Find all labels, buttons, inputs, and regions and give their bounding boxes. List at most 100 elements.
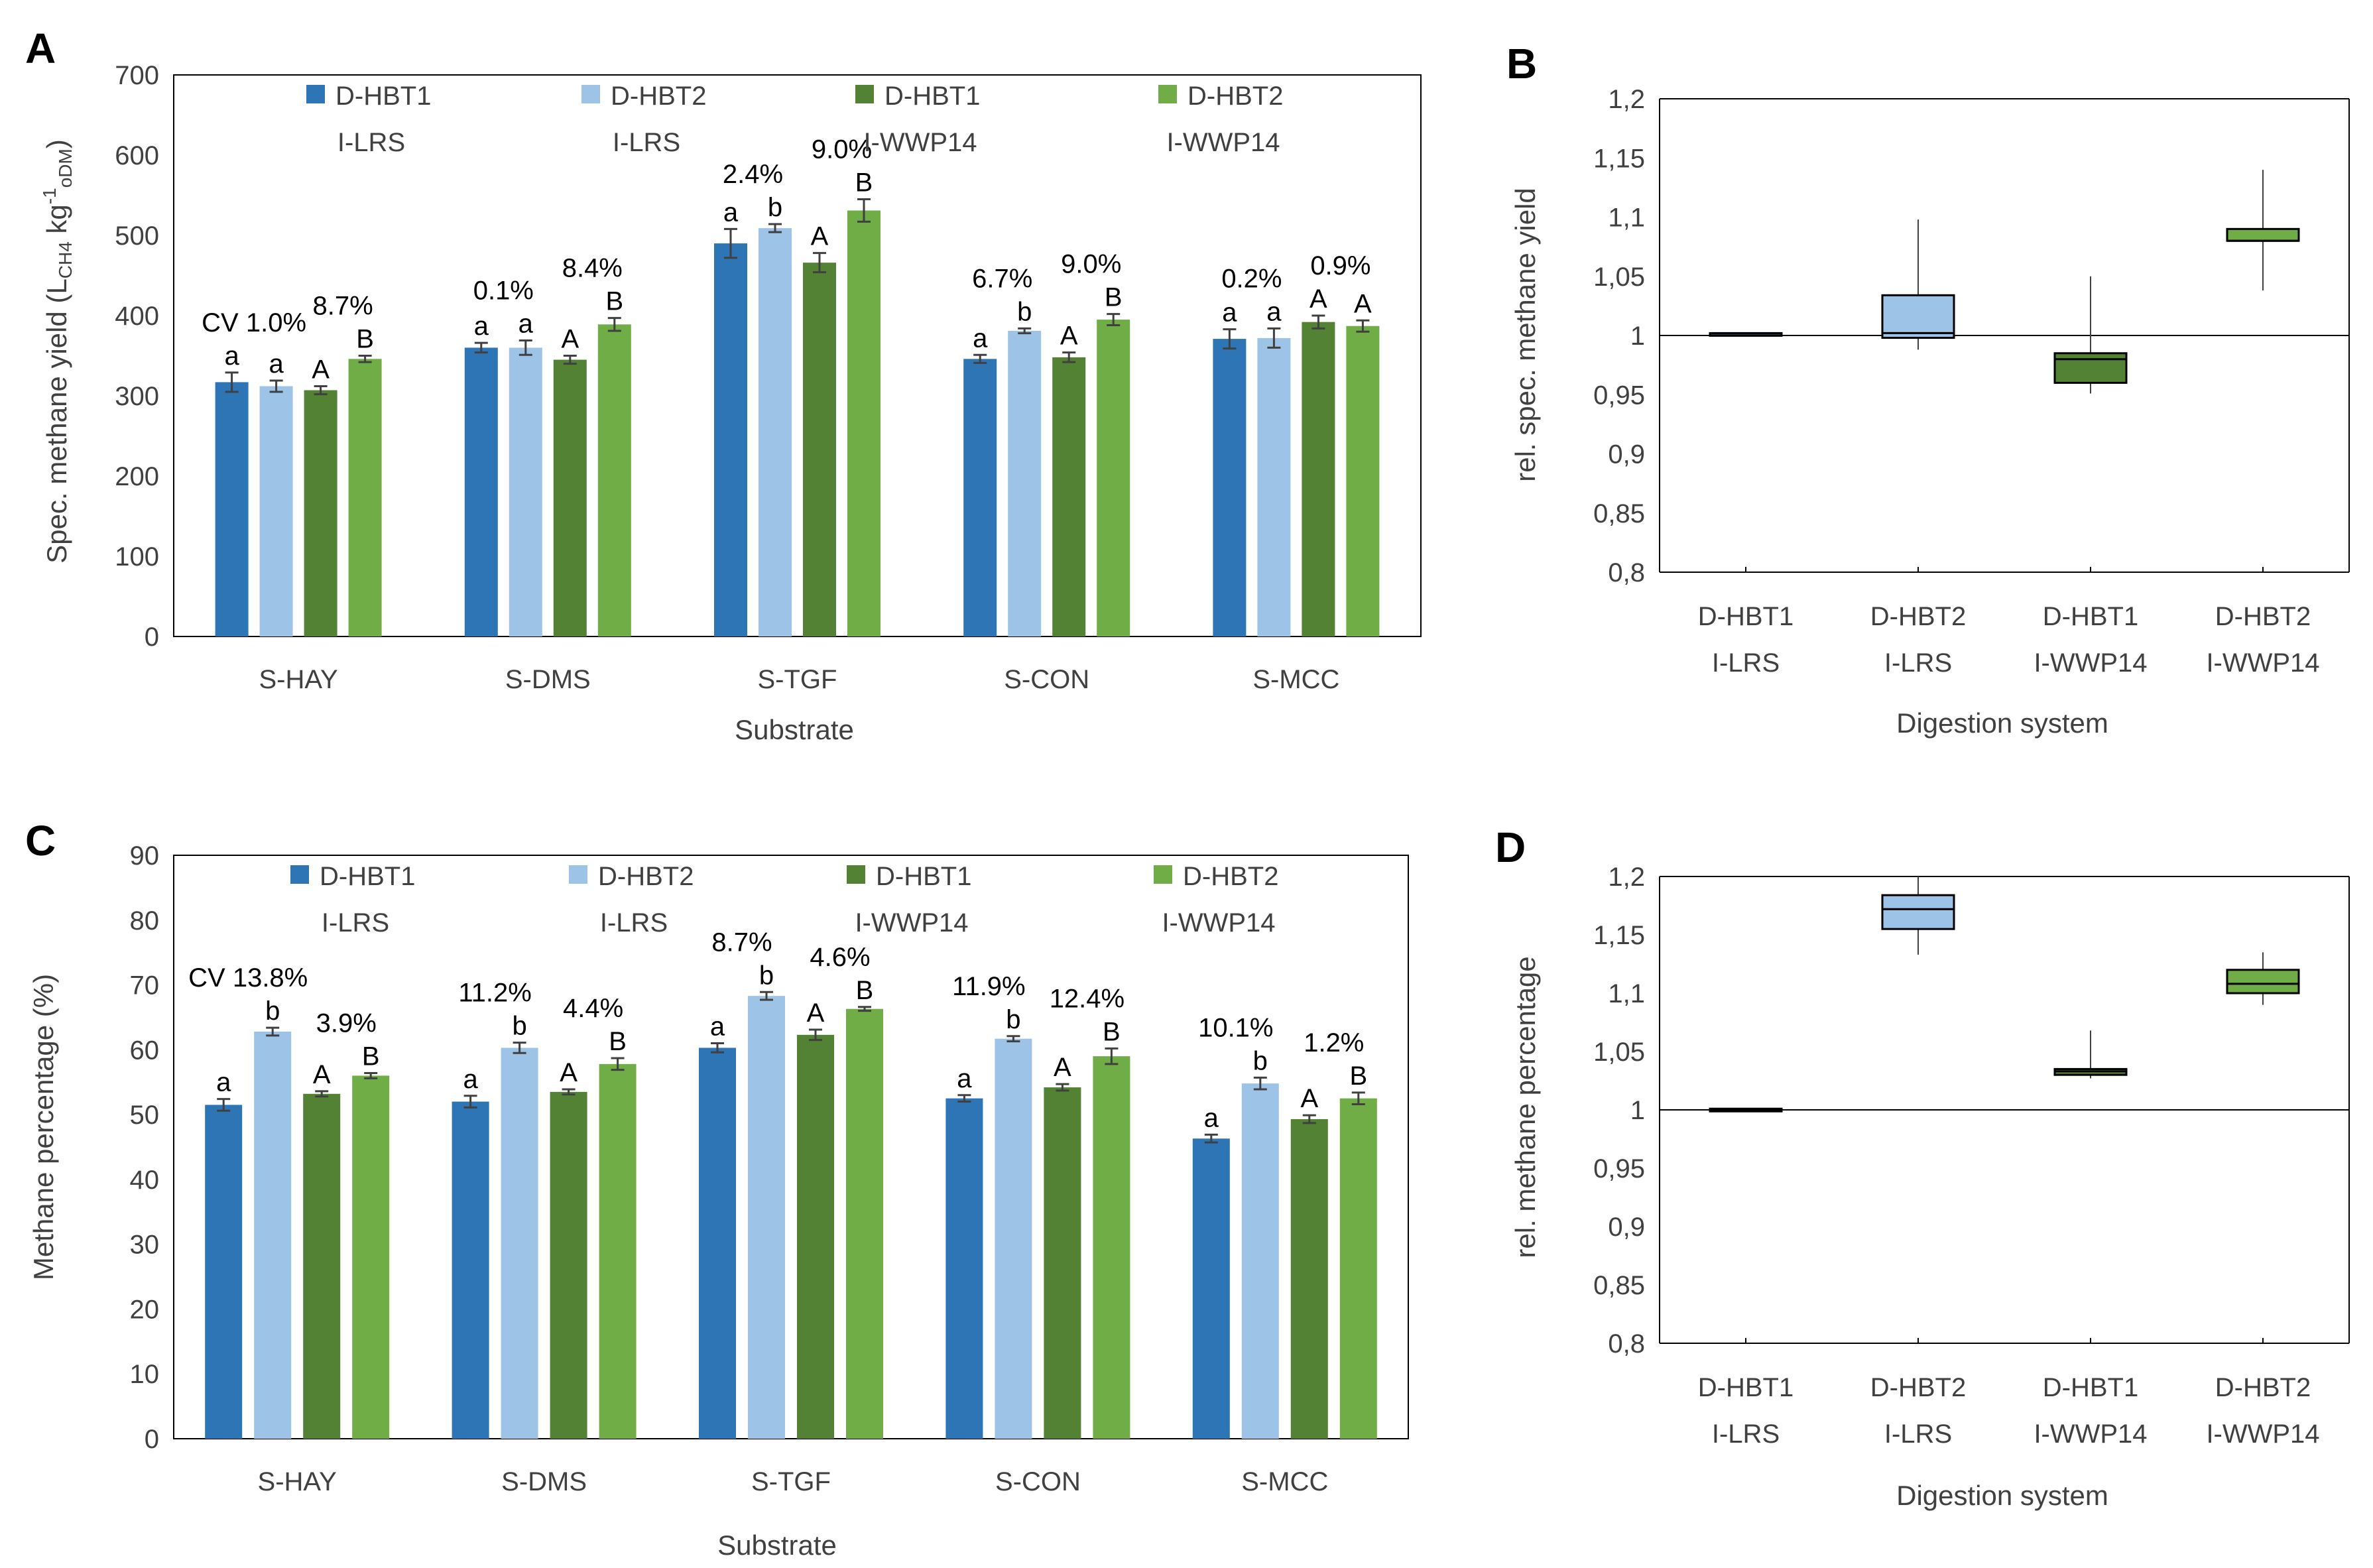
- y-tick-label: 10: [130, 1360, 160, 1389]
- y-tick-label: 0,85: [1593, 499, 1645, 528]
- cv-label: 1.2%: [1304, 1028, 1364, 1057]
- significance-letter: b: [1006, 1005, 1020, 1034]
- significance-letter: B: [605, 287, 623, 316]
- bar: [1257, 337, 1291, 636]
- y-tick-label: 600: [115, 141, 159, 170]
- significance-letter: A: [560, 1058, 578, 1087]
- y-tick-label: 20: [130, 1295, 160, 1324]
- cv-label: 2.4%: [723, 160, 783, 189]
- significance-letter: B: [609, 1027, 627, 1056]
- bar: [1192, 1138, 1230, 1439]
- y-tick-label: 0,95: [1593, 1154, 1645, 1183]
- significance-letter: b: [512, 1012, 526, 1041]
- bar: [464, 347, 498, 636]
- y-tick-label: 1,2: [1608, 85, 1645, 114]
- y-tick-label: 700: [115, 61, 159, 90]
- bar: [352, 1075, 390, 1439]
- x-tick-label: I-WWP14: [2034, 1419, 2147, 1449]
- significance-letter: A: [1354, 289, 1372, 318]
- cv-label: 3.9%: [316, 1009, 377, 1038]
- plot-frame: [173, 74, 1422, 637]
- legend-label: I-LRS: [322, 908, 389, 937]
- bar: [759, 228, 792, 636]
- cv-label: 6.7%: [972, 264, 1032, 293]
- significance-letter: B: [356, 325, 374, 354]
- legend-label: I-WWP14: [855, 908, 968, 937]
- y-tick-label: 1,05: [1593, 263, 1645, 292]
- cv-label: 11.9%: [952, 972, 1025, 1001]
- bar: [205, 1105, 243, 1439]
- y-tick-label: 1,05: [1593, 1038, 1645, 1067]
- bar: [1241, 1083, 1279, 1439]
- significance-letter: a: [224, 341, 239, 371]
- bar: [797, 1034, 834, 1439]
- bar: [553, 359, 587, 636]
- boxplot-rel-methane-yield: 0,8 0,85 0,9 0,95 1 1,05 1,1 1,15 1,2 D-HBT1 I-LRS…: [1593, 85, 2350, 678]
- y-tick-label: 1,15: [1593, 921, 1645, 950]
- y-tick-label: 0,9: [1608, 440, 1645, 469]
- cv-label: 0.9%: [1310, 251, 1370, 280]
- x-tick-label: D-HBT2: [2215, 602, 2311, 631]
- bar: [1213, 339, 1247, 636]
- x-tick-label: D-HBT1: [1698, 602, 1794, 631]
- legend-label: I-LRS: [600, 908, 668, 937]
- bar: [597, 324, 631, 636]
- x-tick-label: D-HBT2: [2215, 1373, 2311, 1402]
- cv-label: 10.1%: [1198, 1013, 1273, 1042]
- y-tick-label: 0: [145, 1425, 159, 1454]
- x-tick-label: I-LRS: [1884, 648, 1952, 678]
- bar: [714, 243, 747, 637]
- legend-swatch: [581, 85, 600, 103]
- bar: [1302, 322, 1335, 636]
- x-axis-title-a: Substrate: [735, 714, 854, 745]
- bar: [846, 1008, 883, 1439]
- y-tick-label: 0,8: [1608, 558, 1645, 587]
- bar: [550, 1091, 587, 1439]
- bar: [501, 1048, 538, 1439]
- x-tick-label: D-HBT1: [1698, 1373, 1794, 1402]
- significance-letter: a: [474, 312, 489, 341]
- x-axis-title-c: Substrate: [717, 1530, 837, 1561]
- significance-letter: a: [216, 1068, 231, 1097]
- legend-label: I-LRS: [337, 128, 405, 157]
- significance-letter: A: [561, 325, 579, 354]
- y-tick-label: 200: [115, 462, 159, 491]
- x-tick-label: S-DMS: [505, 665, 591, 694]
- significance-letter: a: [723, 198, 739, 227]
- bar: [1044, 1087, 1081, 1439]
- significance-letter: A: [1060, 322, 1078, 351]
- box: [2053, 352, 2128, 384]
- x-axis-title-d: Digestion system: [1896, 1480, 2108, 1511]
- x-tick-label: S-MCC: [1252, 665, 1339, 694]
- significance-letter: b: [1253, 1046, 1268, 1075]
- bar: [748, 996, 785, 1439]
- legend-label: D-HBT1: [320, 862, 415, 891]
- y-tick-label: 0,9: [1608, 1213, 1645, 1242]
- y-tick-label: 50: [130, 1101, 160, 1130]
- x-tick-label: S-TGF: [751, 1467, 831, 1496]
- bar-chart-methane-percentage: 0 10 20 30 40 50 60 70 80 90 S-HAY a b A B CV 13.8% 3.9%…: [130, 841, 1409, 1496]
- y-axis-title-c: Methane percentage (%): [28, 974, 59, 1280]
- significance-letter: A: [1309, 284, 1327, 314]
- panel-letter-b: B: [1506, 40, 1537, 88]
- significance-letter: a: [957, 1064, 972, 1093]
- significance-letter: B: [855, 168, 873, 198]
- cv-label: 8.7%: [313, 292, 373, 321]
- plot-frame: [173, 855, 1409, 1439]
- x-tick-label: S-MCC: [1241, 1467, 1328, 1496]
- y-tick-label: 90: [130, 841, 160, 871]
- legend-swatch: [569, 865, 587, 884]
- cv-label: 9.0%: [812, 135, 872, 164]
- cv-label: 12.4%: [1050, 984, 1125, 1013]
- cv-label: 0.1%: [473, 276, 534, 306]
- significance-letter: a: [710, 1012, 725, 1042]
- cv-label: 8.4%: [562, 254, 623, 283]
- significance-letter: B: [856, 976, 874, 1005]
- panel-letter-c: C: [25, 817, 56, 865]
- x-tick-label: I-LRS: [1884, 1419, 1952, 1449]
- significance-letter: a: [1266, 297, 1282, 326]
- significance-letter: a: [1222, 298, 1237, 328]
- significance-letter: A: [1300, 1084, 1318, 1113]
